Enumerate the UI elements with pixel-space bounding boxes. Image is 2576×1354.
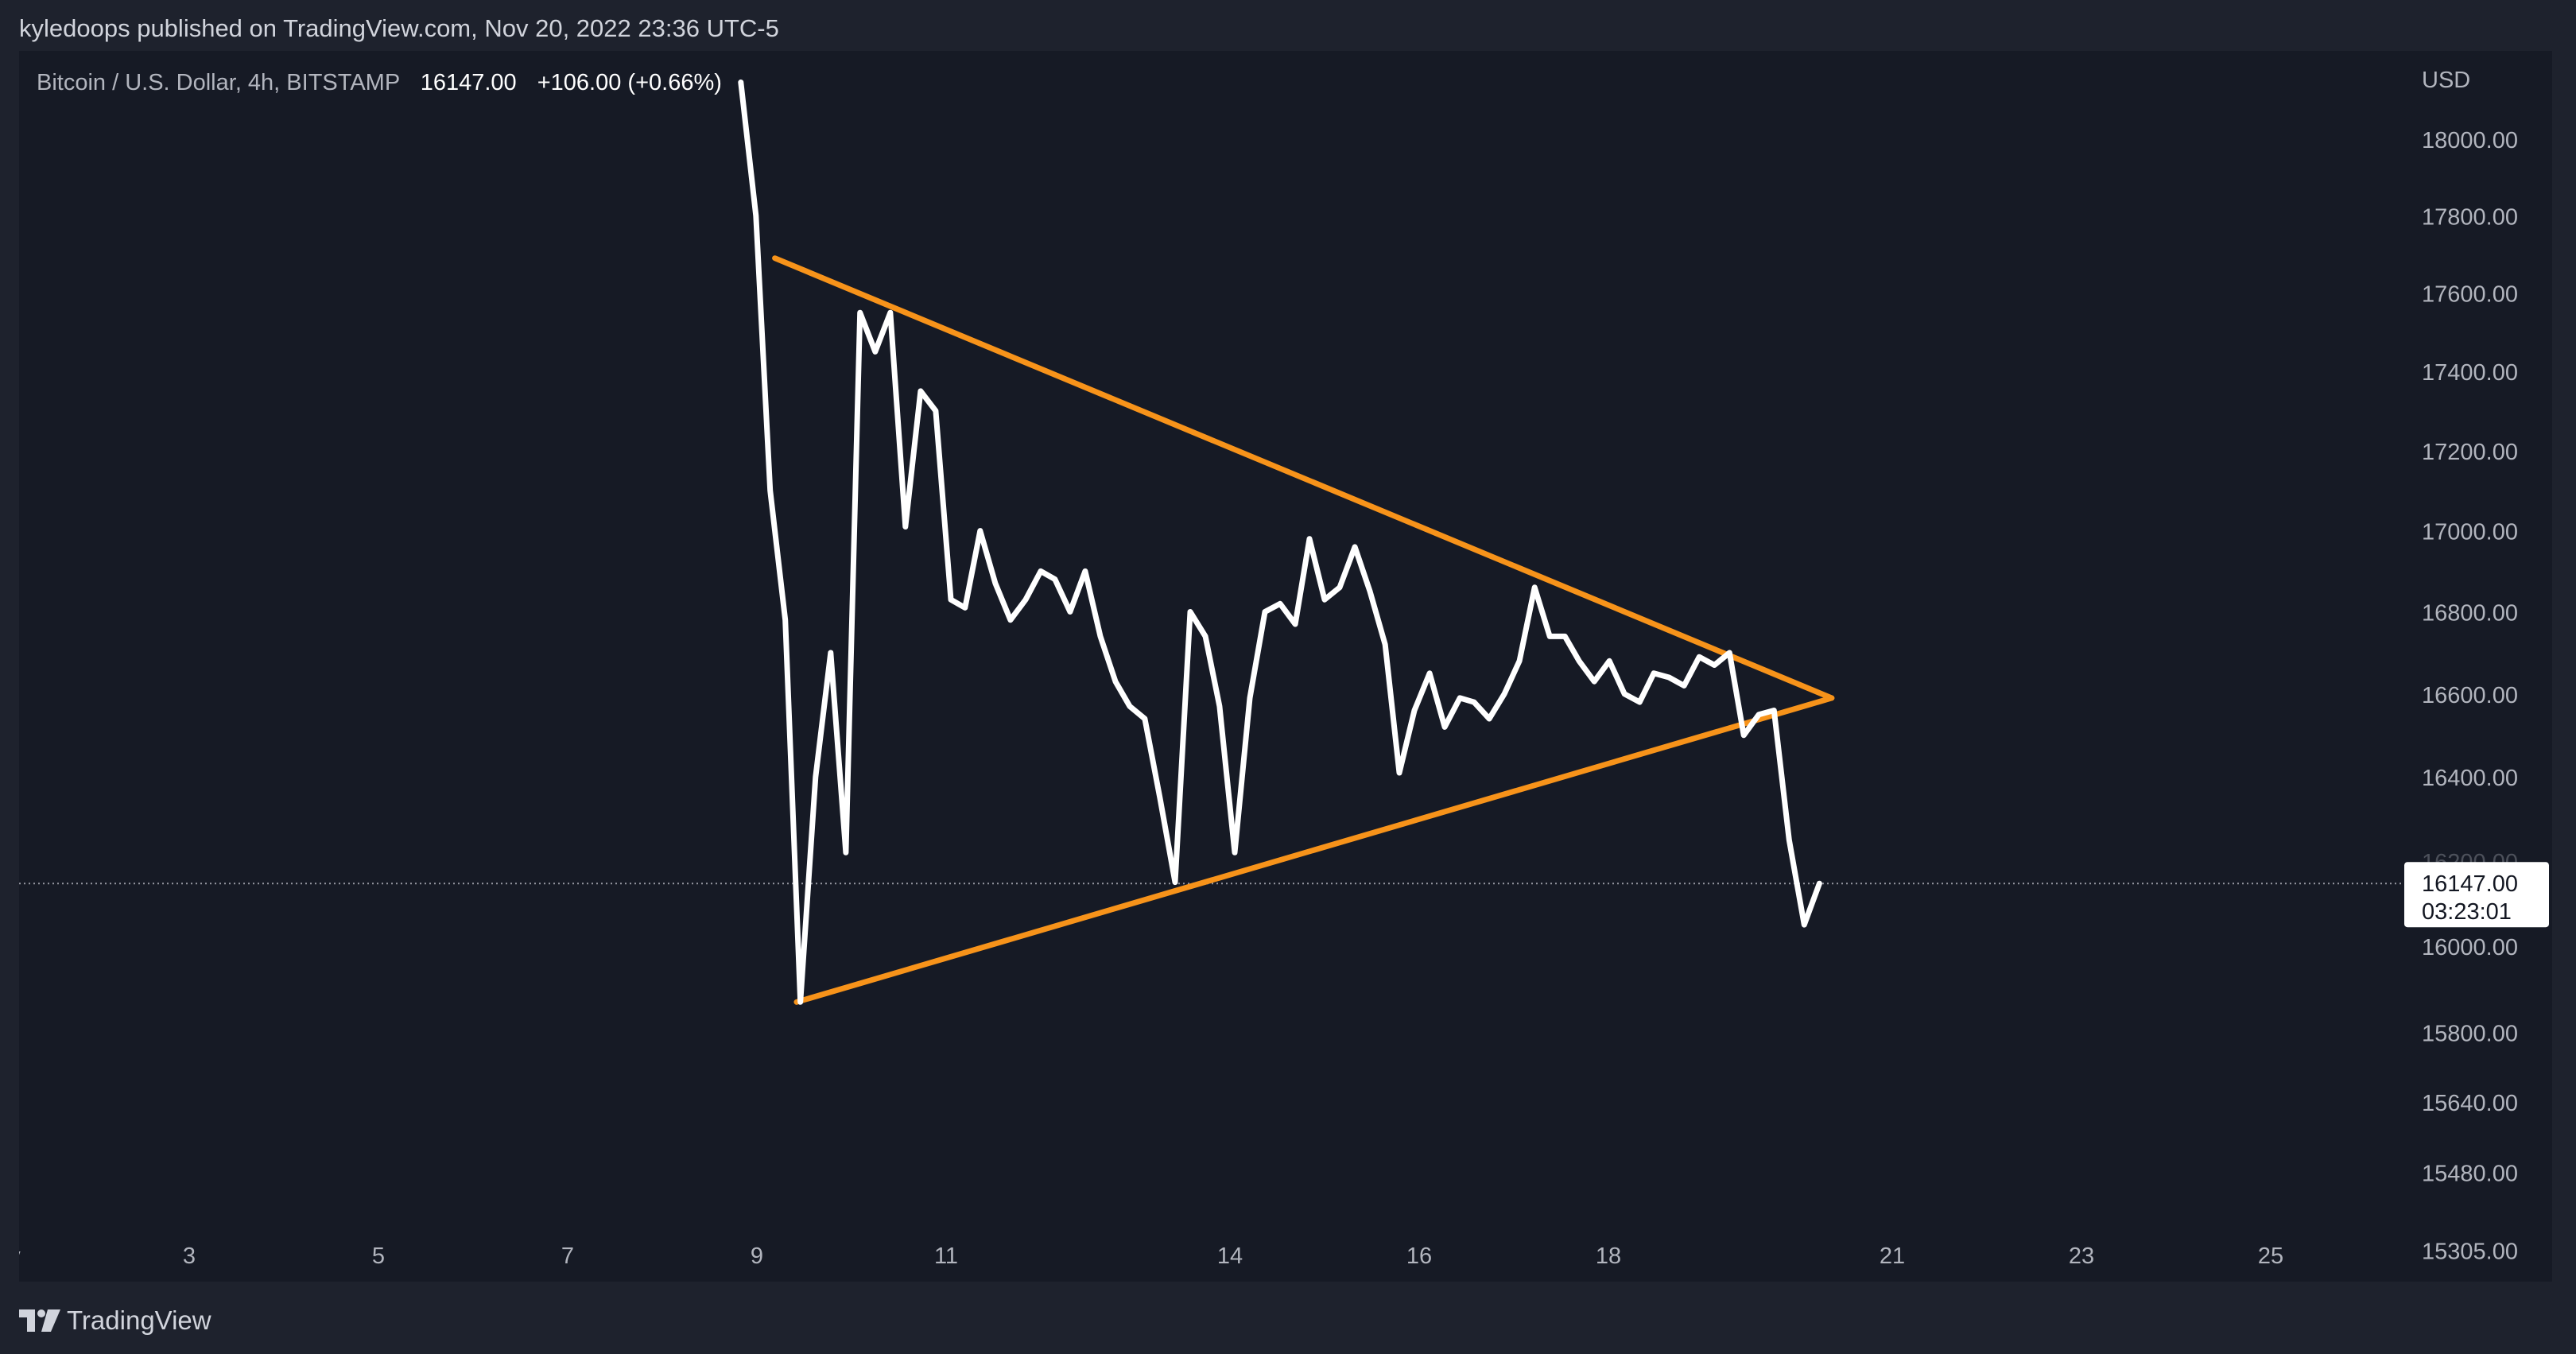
time-tick-label: 21 bbox=[1880, 1243, 1905, 1269]
price-change-value: +106.00 (+0.66%) bbox=[537, 70, 722, 95]
time-tick-label: 3 bbox=[183, 1243, 196, 1269]
time-tick-label: Nov bbox=[19, 1243, 21, 1269]
price-tick-label: 17800.00 bbox=[2422, 204, 2518, 230]
price-axis-panel[interactable] bbox=[2401, 51, 2552, 1282]
price-tick-label: 15640.00 bbox=[2422, 1091, 2518, 1116]
time-tick-label: 7 bbox=[561, 1243, 574, 1269]
price-tick-label: 16800.00 bbox=[2422, 601, 2518, 627]
time-tick-label: 16 bbox=[1406, 1243, 1432, 1269]
publisher-text: kyledoops published on TradingView.com, … bbox=[19, 14, 779, 42]
last-price-value: 16147.00 bbox=[420, 70, 517, 95]
footer-bar: TradingView bbox=[0, 1282, 2576, 1354]
price-tick-label: 15480.00 bbox=[2422, 1162, 2518, 1187]
time-tick-label: 23 bbox=[2069, 1243, 2094, 1269]
price-tick-label: 16000.00 bbox=[2422, 935, 2518, 960]
price-tick-label: 16600.00 bbox=[2422, 683, 2518, 708]
triangle-upper-line[interactable] bbox=[772, 255, 1835, 701]
time-tick-label: 18 bbox=[1596, 1243, 1621, 1269]
time-tick-label: 14 bbox=[1217, 1243, 1243, 1269]
time-axis-panel[interactable] bbox=[19, 1232, 2401, 1282]
price-tick-label: 15800.00 bbox=[2422, 1021, 2518, 1046]
price-tick-label: 17000.00 bbox=[2422, 520, 2518, 545]
time-tick-label: 11 bbox=[934, 1243, 958, 1269]
last-price-badge bbox=[2404, 862, 2549, 928]
price-tick-label: 17600.00 bbox=[2422, 282, 2518, 308]
bar-countdown-label: 03:23:01 bbox=[2422, 899, 2512, 925]
price-tick-label: 15305.00 bbox=[2422, 1240, 2518, 1265]
price-tick-label: 18000.00 bbox=[2422, 128, 2518, 153]
tradingview-brand[interactable]: TradingView bbox=[19, 1306, 211, 1336]
triangle-lower-line[interactable] bbox=[793, 695, 1835, 1005]
price-line[interactable] bbox=[738, 80, 1822, 1005]
price-tick-label: 16400.00 bbox=[2422, 766, 2518, 791]
symbol-legend: Bitcoin / U.S. Dollar, 4h, BITSTAMP 1614… bbox=[37, 70, 722, 96]
price-chart[interactable]: USD 18000.00 17800.00 17600.00 17400.00 17200… bbox=[19, 51, 2552, 1282]
price-tick-label: 17200.00 bbox=[2422, 440, 2518, 465]
price-tick-label: 17400.00 bbox=[2422, 360, 2518, 386]
time-tick-label: 25 bbox=[2258, 1243, 2283, 1269]
publisher-bar: kyledoops published on TradingView.com, … bbox=[0, 0, 2576, 57]
tradingview-logo-icon bbox=[19, 1309, 60, 1332]
time-tick-label: 9 bbox=[751, 1243, 763, 1269]
last-price-badge-value: 16147.00 bbox=[2422, 871, 2518, 897]
chart-frame[interactable]: USD 18000.00 17800.00 17600.00 17400.00 17200… bbox=[19, 51, 2552, 1282]
time-tick-label: 5 bbox=[372, 1243, 385, 1269]
tradingview-brand-name: TradingView bbox=[67, 1306, 211, 1335]
symbol-title: Bitcoin / U.S. Dollar, 4h, BITSTAMP bbox=[37, 70, 400, 95]
plot-area[interactable] bbox=[19, 51, 2401, 1232]
currency-label: USD bbox=[2422, 68, 2470, 93]
